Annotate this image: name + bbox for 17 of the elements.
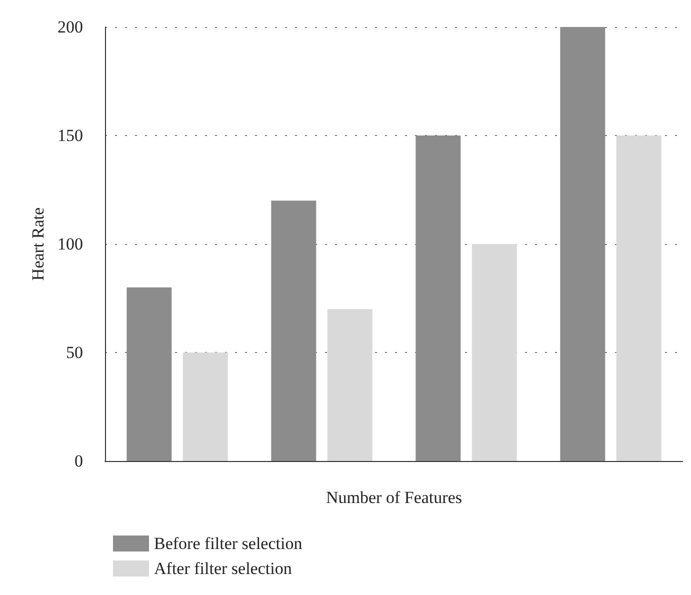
- y-tick-label: 50: [66, 343, 83, 362]
- legend-label: Before filter selection: [154, 534, 303, 553]
- y-axis-title: Heart Rate: [28, 207, 48, 281]
- y-tick-label: 0: [74, 452, 83, 470]
- y-tick-label: 100: [58, 234, 83, 254]
- y-tick-label: 150: [58, 126, 83, 145]
- bar: [560, 27, 606, 461]
- legend-label: After filter selection: [154, 559, 292, 578]
- bar: [416, 136, 461, 461]
- x-axis-title: Number of Features: [326, 488, 462, 507]
- bar: [327, 309, 372, 461]
- bar: [182, 352, 228, 461]
- y-tick-label: 200: [58, 18, 83, 36]
- bar: [472, 244, 517, 461]
- bar: [616, 136, 662, 461]
- bar: [126, 287, 172, 461]
- bar: [271, 200, 316, 461]
